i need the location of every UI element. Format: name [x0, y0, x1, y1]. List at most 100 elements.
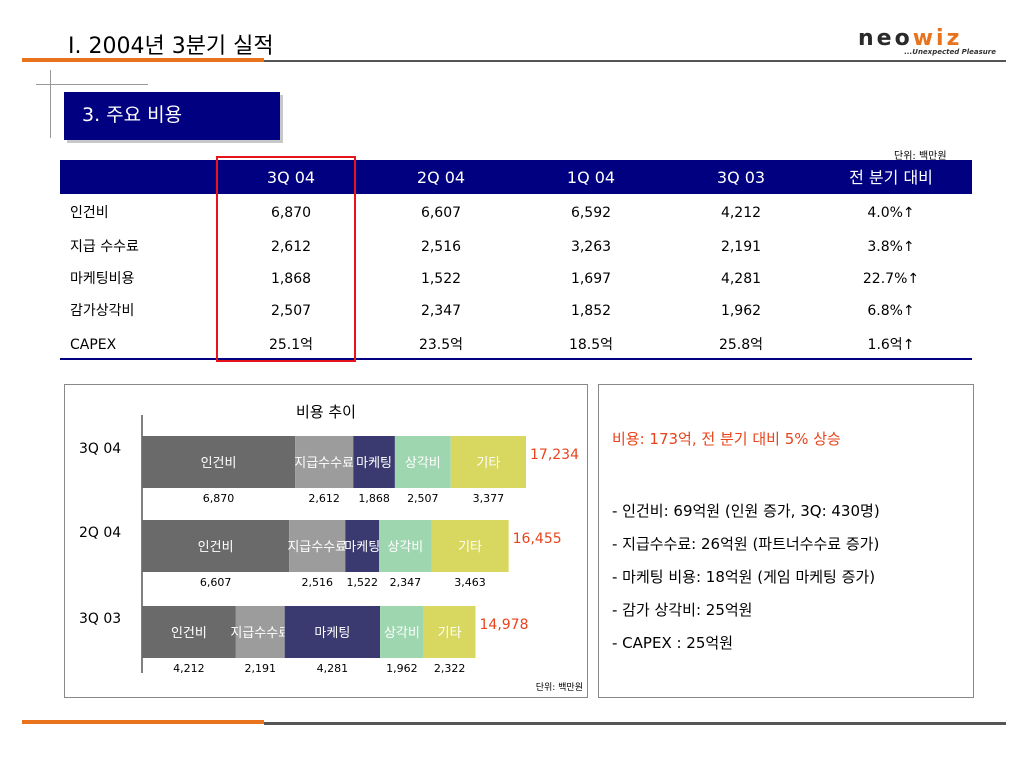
table-cell: 1,697 — [570, 271, 612, 287]
column-header-3q04: 3Q 04 — [266, 168, 316, 187]
chart-unit-label: 단위: 백만원 — [536, 682, 583, 693]
segment-name-label: 지급수수료 — [294, 456, 354, 471]
bar-total-label: 14,978 — [480, 617, 529, 633]
segment-value-label: 2,516 — [301, 576, 333, 589]
table-cell: 4,281 — [720, 271, 762, 287]
table-cell: 18.5억 — [568, 337, 614, 353]
table-cell: 1,522 — [420, 271, 462, 287]
table-cell: 4.0%↑ — [867, 205, 915, 221]
table-row: 감가상각비 2,507 2,347 1,852 1,962 6.8%↑ — [60, 294, 972, 328]
segment-value-label: 6,870 — [203, 492, 235, 505]
decorative-line-horizontal — [36, 84, 148, 85]
bar-segment-5 — [431, 520, 509, 572]
segment-value-label: 4,212 — [173, 662, 205, 675]
category-label: 3Q 03 — [79, 611, 121, 627]
segment-value-label: 1,522 — [346, 576, 378, 589]
segment-name-label: 인건비 — [198, 540, 234, 555]
table-cell: 1.6억↑ — [867, 337, 915, 353]
table-cell: 25.8억 — [718, 337, 764, 353]
table-header-row: 3Q 04 2Q 04 1Q 04 3Q 03 전 분기 대비 — [60, 160, 972, 194]
segment-name-label: 마케팅 — [356, 456, 392, 471]
table-cell: 6,592 — [570, 205, 612, 221]
segment-name-label: 지급수수료 — [230, 626, 290, 641]
summary-item: - 인건비: 69억원 (인원 증가, 3Q: 430명) — [612, 502, 880, 520]
segment-name-label: 기타 — [476, 456, 500, 471]
table-cell: 2,612 — [270, 239, 312, 255]
bar-segment-1 — [142, 436, 296, 488]
table-row: 인건비 6,870 6,607 6,592 4,212 4.0%↑ — [60, 196, 972, 230]
table-cell: 3.8%↑ — [867, 239, 915, 255]
column-header-3q03: 3Q 03 — [716, 168, 766, 187]
bar-segment-1 — [142, 606, 236, 658]
bar-segment-5 — [450, 436, 526, 488]
segment-name-label: 기타 — [458, 540, 482, 555]
table-row: CAPEX 25.1억 23.5억 18.5억 25.8억 1.6억↑ — [60, 328, 972, 362]
table-cell: 3,263 — [570, 239, 612, 255]
summary-item: - 지급수수료: 26억원 (파트너수수료 증가) — [612, 535, 880, 553]
table-cell: 6,870 — [270, 205, 312, 221]
bar-segment-3 — [284, 606, 381, 658]
summary-item: - 마케팅 비용: 18억원 (게임 마케팅 증가) — [612, 568, 876, 586]
column-header-qoq: 전 분기 대비 — [849, 168, 933, 187]
column-header-1q04: 1Q 04 — [566, 168, 616, 187]
footer-rule-gray — [264, 722, 1006, 725]
table-cell: 2,347 — [420, 303, 462, 319]
category-label: 3Q 04 — [79, 441, 121, 457]
segment-name-label: 인건비 — [171, 626, 207, 641]
summary-item: - CAPEX : 25억원 — [612, 634, 733, 652]
segment-value-label: 2,191 — [245, 662, 277, 675]
segment-name-label: 인건비 — [201, 456, 237, 471]
summary-item: - 감가 상각비: 25억원 — [612, 601, 753, 619]
logo-tagline: ...Unexpected Pleasure — [904, 48, 996, 56]
table-row: 지급 수수료 2,612 2,516 3,263 2,191 3.8%↑ — [60, 230, 972, 264]
chart-title: 비용 추이 — [296, 403, 356, 421]
bar-segment-2 — [235, 606, 285, 658]
segment-value-label: 6,607 — [200, 576, 232, 589]
logo-accent: wiz — [912, 26, 963, 51]
bar-segment-2 — [295, 436, 354, 488]
bar-segment-4 — [379, 520, 432, 572]
segment-value-label: 4,281 — [317, 662, 349, 675]
bar-segment-5 — [423, 606, 476, 658]
table-cell: 23.5억 — [418, 337, 464, 353]
table-cell: 22.7%↑ — [862, 271, 920, 287]
table-cell: 2,516 — [420, 239, 462, 255]
bar-total-label: 16,455 — [513, 531, 562, 547]
table-cell: 4,212 — [720, 205, 762, 221]
segment-value-label: 2,507 — [407, 492, 439, 505]
highlight-box-3q04 — [216, 156, 356, 362]
table-cell: 1,852 — [570, 303, 612, 319]
section-title: 3. 주요 비용 — [64, 92, 280, 140]
chart-panel: 비용 추이 3Q 04 인건비 6,870 지급수수료 2,612 마케팅 1,868 상각비 2… — [64, 384, 588, 698]
segment-value-label: 2,322 — [434, 662, 466, 675]
table-cell: 2,191 — [720, 239, 762, 255]
table-cell: 1,868 — [270, 271, 312, 287]
bar-segment-3 — [353, 436, 395, 488]
table-cell: 6,607 — [420, 205, 462, 221]
segment-value-label: 2,612 — [308, 492, 340, 505]
page-title: I. 2004년 3분기 실적 — [68, 34, 274, 59]
table-cell: 2,507 — [270, 303, 312, 319]
bar-total-label: 17,234 — [530, 447, 579, 463]
row-label: CAPEX — [70, 337, 117, 353]
bar-segment-1 — [142, 520, 290, 572]
row-label: 마케팅비용 — [70, 271, 135, 287]
table-bottom-rule — [60, 358, 972, 360]
segment-name-label: 상각비 — [387, 540, 423, 555]
header-rule-gray — [264, 60, 1006, 62]
bar-segment-4 — [394, 436, 451, 488]
segment-name-label: 기타 — [438, 626, 462, 641]
company-logo: neowiz ...Unexpected Pleasure — [858, 26, 998, 62]
footer-rule-orange — [22, 720, 264, 724]
bar-segment-4 — [380, 606, 424, 658]
table-cell: 6.8%↑ — [867, 303, 915, 319]
stacked-bar-chart: 비용 추이 3Q 04 인건비 6,870 지급수수료 2,612 마케팅 1,868 상각비 2… — [79, 403, 583, 693]
segment-value-label: 1,868 — [358, 492, 390, 505]
logo-main: neo — [858, 26, 913, 51]
segment-name-label: 상각비 — [405, 456, 441, 471]
summary-headline: 비용: 173억, 전 분기 대비 5% 상승 — [612, 430, 841, 448]
segment-value-label: 1,962 — [386, 662, 418, 675]
bar-segment-3 — [345, 520, 380, 572]
segment-value-label: 3,463 — [454, 576, 486, 589]
table-cell: 1,962 — [720, 303, 762, 319]
